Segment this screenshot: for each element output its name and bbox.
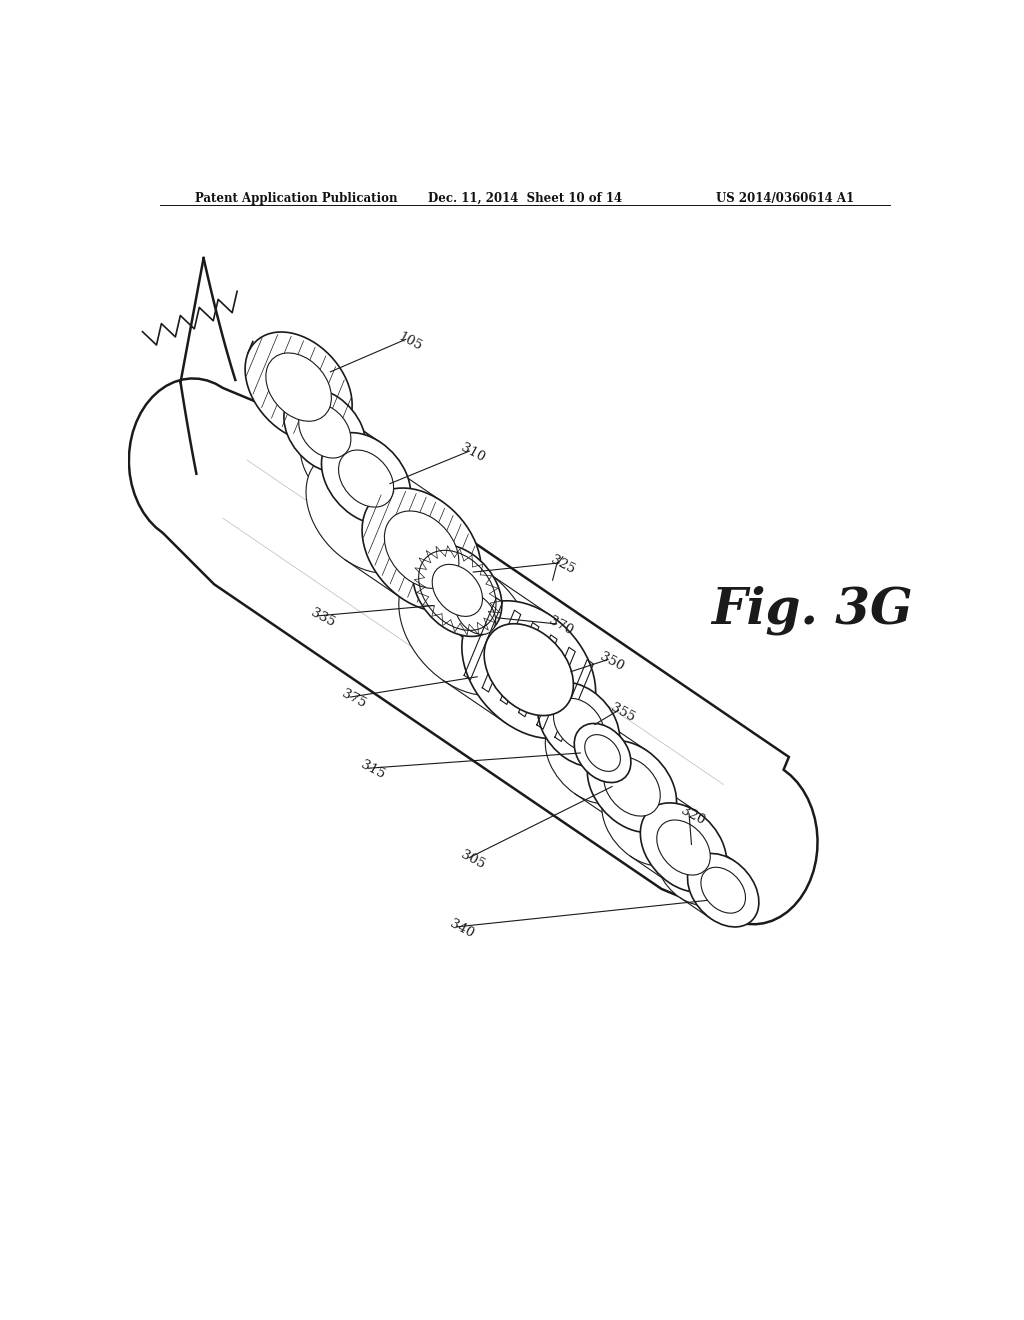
Ellipse shape: [284, 388, 366, 473]
Ellipse shape: [602, 776, 688, 866]
Ellipse shape: [656, 820, 711, 875]
Ellipse shape: [603, 756, 660, 816]
Ellipse shape: [322, 433, 411, 524]
Text: Fig. 3G: Fig. 3G: [712, 586, 913, 635]
Text: 350: 350: [598, 649, 627, 673]
Ellipse shape: [266, 352, 332, 421]
Text: 320: 320: [679, 804, 708, 828]
Text: 315: 315: [358, 759, 387, 781]
Text: 340: 340: [447, 917, 475, 940]
Ellipse shape: [538, 682, 620, 767]
Text: 375: 375: [340, 688, 369, 711]
Ellipse shape: [462, 601, 596, 738]
Ellipse shape: [306, 450, 425, 573]
Text: 335: 335: [308, 606, 337, 630]
Ellipse shape: [640, 803, 727, 892]
Ellipse shape: [339, 450, 393, 507]
Text: Dec. 11, 2014  Sheet 10 of 14: Dec. 11, 2014 Sheet 10 of 14: [428, 191, 622, 205]
Text: 370: 370: [546, 614, 574, 638]
Ellipse shape: [585, 735, 621, 771]
Ellipse shape: [687, 854, 759, 927]
Ellipse shape: [299, 404, 351, 458]
Polygon shape: [129, 379, 817, 924]
Text: 310: 310: [459, 441, 487, 465]
Text: US 2014/0360614 A1: US 2014/0360614 A1: [716, 191, 854, 205]
Text: 105: 105: [395, 330, 424, 352]
Ellipse shape: [398, 558, 532, 696]
Ellipse shape: [574, 723, 631, 783]
Text: Patent Application Publication: Patent Application Publication: [196, 191, 398, 205]
Ellipse shape: [484, 624, 573, 715]
Ellipse shape: [546, 711, 635, 804]
Text: 305: 305: [459, 847, 487, 871]
Ellipse shape: [553, 698, 604, 751]
Ellipse shape: [300, 418, 389, 510]
Ellipse shape: [413, 544, 502, 636]
Ellipse shape: [245, 333, 352, 442]
Ellipse shape: [444, 582, 507, 645]
Ellipse shape: [700, 867, 745, 913]
Text: 355: 355: [608, 701, 637, 723]
Text: 325: 325: [549, 553, 578, 577]
Ellipse shape: [384, 511, 459, 589]
Ellipse shape: [432, 565, 482, 616]
Ellipse shape: [588, 741, 677, 833]
Ellipse shape: [362, 488, 481, 611]
Ellipse shape: [456, 593, 496, 635]
Ellipse shape: [656, 832, 727, 906]
